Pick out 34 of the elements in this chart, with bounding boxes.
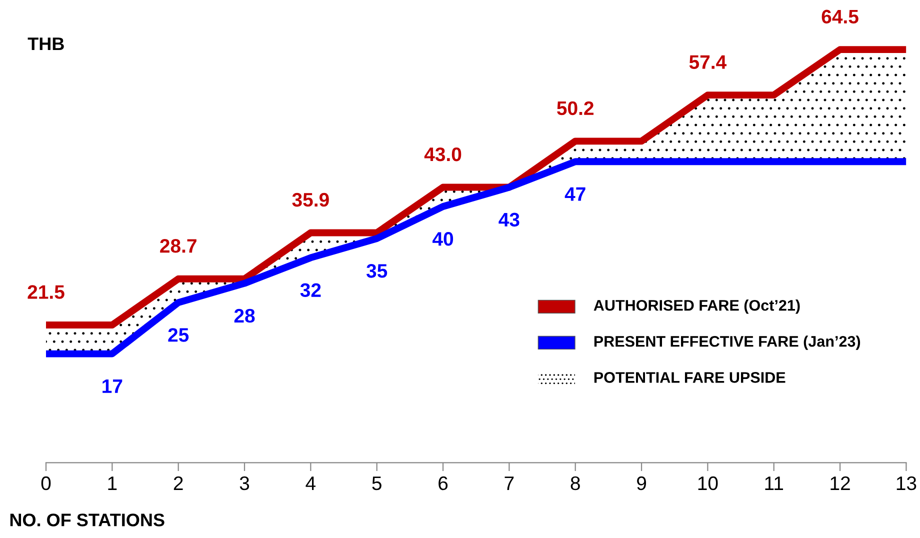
x-tick-label: 5 [372, 476, 382, 490]
x-tick-label: 12 [830, 476, 850, 490]
x-tick-label: 4 [306, 476, 316, 490]
x-tick-label: 0 [41, 476, 51, 490]
data-label: 25 [168, 328, 189, 342]
data-label: 50.2 [557, 101, 594, 116]
data-label: 40 [432, 232, 454, 246]
legend-label: AUTHORISED FARE (Oct’21) [594, 300, 800, 314]
data-label: 17 [102, 380, 122, 393]
data-label: 21.5 [28, 285, 64, 299]
x-tick-label: 3 [240, 476, 250, 490]
x-tick-label: 6 [438, 476, 448, 490]
data-label: 32 [300, 283, 321, 298]
data-label: 35.9 [292, 192, 329, 207]
legend-label: PRESENT EFFECTIVE FARE (Jan’23) [594, 336, 860, 350]
x-tick-label: 11 [765, 476, 784, 490]
y-axis-title: THB [28, 38, 64, 50]
x-tick-label: 9 [637, 476, 646, 490]
x-tick-label: 7 [504, 476, 514, 490]
x-tick-label: 10 [698, 476, 718, 490]
text: POTENTIAL FARE UPSIDE [594, 372, 786, 383]
x-tick-label: 8 [570, 476, 580, 490]
data-label: 43.0 [424, 147, 462, 162]
data-label: 35 [366, 264, 388, 278]
x-tick-label: 1 [108, 476, 117, 490]
data-label: 64.5 [822, 10, 858, 24]
x-tick-label: 2 [174, 476, 183, 490]
x-tick-label: 13 [896, 476, 916, 490]
data-label: 43 [498, 212, 520, 227]
data-label: 28.7 [160, 239, 196, 253]
x-axis-title: NO. OF STATIONS [10, 514, 164, 526]
data-label: 47 [564, 187, 586, 201]
data-label: 57.4 [689, 55, 727, 69]
data-label: 28 [234, 308, 255, 323]
